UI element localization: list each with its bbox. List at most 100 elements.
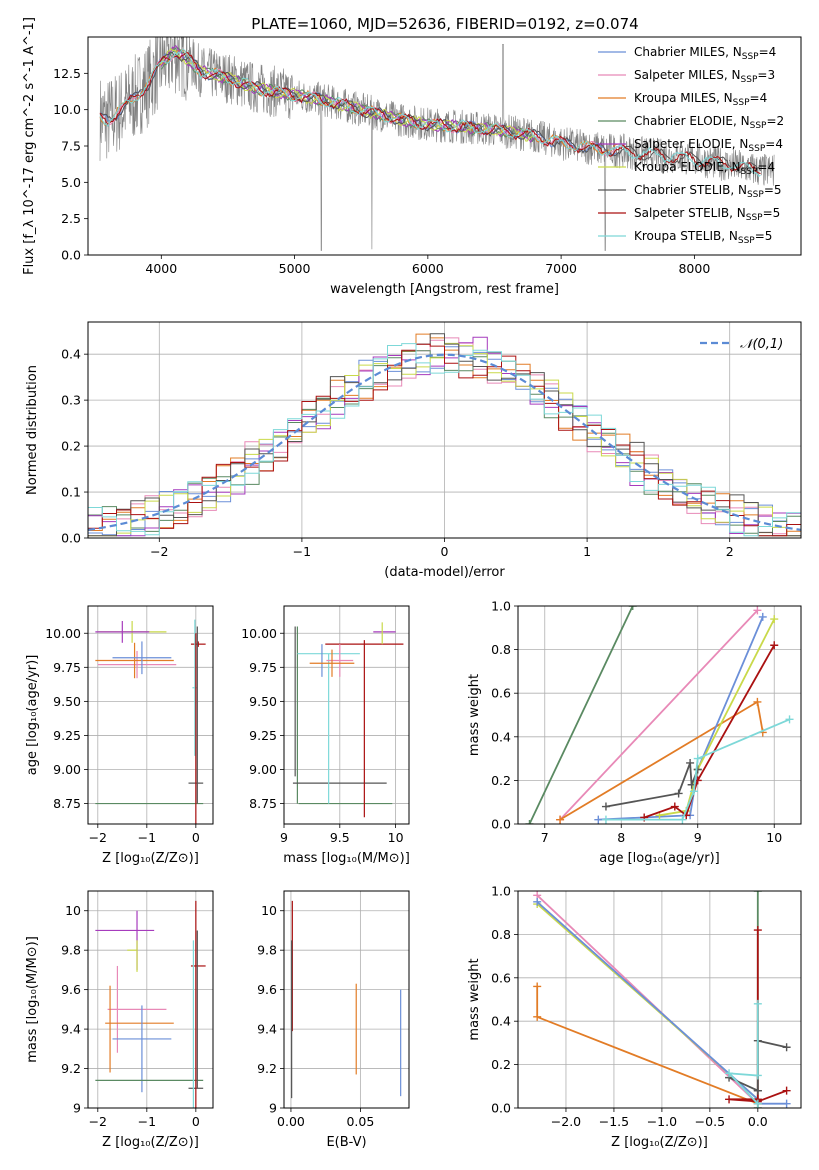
data-point-marker [533,897,542,906]
data-point-marker [533,982,542,991]
model-line [99,52,761,175]
legend-entry: Salpeter ELODIE, NSSP=4 [634,137,783,154]
model-line [160,44,535,143]
x-tick-label: −2 [89,1114,107,1129]
histogram-step-line [88,343,801,537]
y-tick-label: 8.75 [249,796,277,811]
x-tick-label: 9 [280,830,288,845]
axes-frame [283,890,410,1109]
y-tick-label: 0.2 [61,439,81,454]
x-tick-label: −1.0 [647,1114,677,1129]
data-point-marker [753,1099,762,1108]
data-point-marker [782,1086,791,1095]
data-point-marker [533,1012,542,1021]
x-tick-label: 0 [441,544,449,559]
age-vs-mass-axes: 9 9.5 10 8.75 9.00 9.25 9.50 9.75 10.00 mass [log… [241,605,410,866]
y-tick-label: 9.6 [257,982,277,997]
residuals-axes: −2 −1 0 1 2 0.0 0.1 0.2 0.3 0.4 (data-model)/error… [25,321,802,580]
axes-frame [87,890,214,1109]
y-tick-label: 9 [269,1101,277,1116]
spectrum-axes: 4000 5000 6000 7000 8000 0.0 2.5 5.0 7.5 10.0 12.5… [22,17,802,297]
y-axis-label: mass weight [467,958,482,1040]
y-tick-label: 0.0 [61,248,81,263]
legend: 𝒩(0,1) [700,337,783,352]
y-tick-label: 0.1 [61,485,81,500]
axes-frame [517,605,802,825]
legend: Chabrier MILES, NSSP=4 Salpeter MILES, NS… [598,45,784,246]
mass-vs-Z-axes: −2 −1 0 9 9.2 9.4 9.6 9.8 10 Z [log₁₀(Z/Z⊙)] mass … [25,890,214,1150]
y-tick-label: 10.00 [241,626,277,641]
data-point-marker [556,815,565,824]
data-point-marker [782,1043,791,1052]
x-tick-label: 7 [541,830,549,845]
mass-weight-vs-age-axes: 7 8 9 10 0.0 0.2 0.4 0.6 0.8 1.0 age [log₁₀(age/yr… [467,599,802,866]
spectrum-plot-area [99,37,775,251]
x-axis-label: age [log₁₀(age/yr)] [599,851,720,866]
data-point-marker [758,612,767,621]
data-point-marker [753,1086,762,1095]
x-tick-label: 5000 [279,261,311,276]
histogram-step-line [88,343,801,537]
data-point-marker [670,802,679,811]
y-tick-label: 0.8 [491,927,511,942]
y-tick-label: 9.50 [249,694,277,709]
data-point-marker [525,820,534,824]
y-tick-label: 9.00 [249,762,277,777]
data-point-marker [601,802,610,811]
x-tick-label: 0.00 [277,1114,305,1129]
series-line [659,618,776,817]
legend-entry: Chabrier STELIB, NSSP=5 [634,183,782,200]
data-point-marker [753,606,762,615]
x-axis-label: (data-model)/error [384,565,505,580]
x-tick-label: −2.0 [551,1114,581,1129]
x-tick-label: −2 [89,830,107,845]
y-tick-label: 0.0 [491,817,511,832]
data-point-marker [770,641,779,650]
y-axis-label: age [log₁₀(age/yr)] [25,655,40,776]
y-tick-label: 7.5 [61,139,81,154]
y-tick-label: 1.0 [491,599,511,614]
x-tick-label: 0 [192,1114,200,1129]
y-tick-label: 0.4 [491,729,511,744]
x-tick-label: 4000 [145,261,177,276]
axes-frame [283,605,410,825]
y-tick-label: 0.3 [61,393,81,408]
residuals-plot-area [88,322,801,538]
data-point-marker [785,715,794,724]
y-tick-label: 10.0 [53,102,81,117]
y-tick-label: 10 [261,903,277,918]
x-tick-label: 2 [726,544,734,559]
legend-entry: Kroupa MILES, NSSP=4 [634,91,767,108]
y-tick-label: 0.2 [491,773,511,788]
data-point-marker [693,754,702,763]
data-point-marker [753,891,762,895]
data-point-marker [693,765,702,774]
y-tick-label: 9.4 [257,1022,277,1037]
x-axis-label: E(B-V) [326,1135,366,1150]
legend-entry: Kroupa STELIB, NSSP=5 [634,229,772,246]
legend-entry: Salpeter MILES, NSSP=3 [634,68,775,85]
x-axis-label: mass [log₁₀(M/M⊙)] [283,851,410,866]
x-tick-label: 6000 [412,261,444,276]
x-tick-label: 7000 [545,261,577,276]
y-tick-label: 12.5 [53,66,81,81]
x-tick-label: −1.5 [599,1114,629,1129]
data-point-marker [689,787,698,796]
model-line [99,49,761,178]
mass-vs-EBV-plot-area [284,891,409,1108]
legend-entry: Salpeter STELIB, NSSP=5 [634,206,780,223]
y-tick-label: 0.6 [491,970,511,985]
data-point-marker [674,789,683,798]
y-tick-label: 9.25 [249,728,277,743]
x-tick-label: 10 [388,830,404,845]
mass-weight-vs-Z-axes: −2.0 −1.5 −1.0 −0.5 0.0 0.0 0.2 0.4 0.6 0.8 1.0 Z [… [467,884,802,1150]
y-tick-label: 2.5 [61,211,81,226]
y-tick-label: 0.6 [491,686,511,701]
axes-frame [517,890,802,1109]
mass-vs-EBV-axes: 0.00 0.05 9 9.2 9.4 9.6 9.8 10 E(B-V) [257,890,410,1150]
mass-weight-vs-age-plot-area [518,606,801,824]
data-point-marker [628,606,637,610]
series-line [559,609,759,821]
y-axis-label: mass weight [467,674,482,756]
